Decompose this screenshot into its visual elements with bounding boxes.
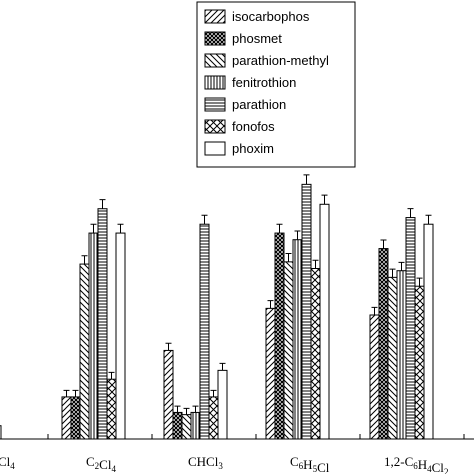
legend-swatch-phoxim <box>204 141 226 156</box>
error-bar-fenitrothion-1-2-c6h4cl2 <box>398 261 405 271</box>
bar-isocarbophos-chcl3 <box>163 349 174 440</box>
error-bar-phoxim-c6h5cl <box>321 194 328 205</box>
bar-parathion-methyl-c6h5cl <box>283 261 294 440</box>
legend-swatch-phosmet <box>204 31 226 46</box>
error-bar-parathion-chcl3 <box>201 214 208 225</box>
error-bar-parathion-methyl-c2cl4 <box>81 255 88 265</box>
error-bar-phosmet-chcl3 <box>174 405 181 413</box>
legend-label-fenitrothion: fenitrothion <box>232 75 296 90</box>
bar-parathion-methyl-chcl3 <box>181 414 192 440</box>
legend-label-phosmet: phosmet <box>232 31 282 46</box>
error-bar-phoxim-1-2-c6h4cl2 <box>425 214 432 225</box>
bar-parathion-c2cl4 <box>97 208 108 440</box>
bar-groups <box>0 174 434 440</box>
bar-fenitrothion-c6h5cl <box>292 239 303 440</box>
bar-phoxim-chcl3 <box>217 369 228 440</box>
bar-parathion-c6h5cl <box>301 183 312 440</box>
bar-phoxim-ccl4 <box>0 425 2 440</box>
error-bar-parathion-methyl-chcl3 <box>183 407 190 415</box>
error-bar-fonofos-chcl3 <box>210 389 217 397</box>
legend-label-parathion-methyl: parathion-methyl <box>232 53 329 68</box>
error-bar-fonofos-c2cl4 <box>108 371 115 380</box>
bar-isocarbophos-1-2-c6h4cl2 <box>369 314 380 440</box>
bar-phosmet-chcl3 <box>172 411 183 440</box>
error-bar-isocarbophos-c6h5cl <box>267 300 274 309</box>
bar-group-c6h5cl <box>265 174 330 440</box>
error-bar-isocarbophos-1-2-c6h4cl2 <box>371 306 378 315</box>
bar-fenitrothion-c2cl4 <box>88 232 99 440</box>
bar-parathion-chcl3 <box>199 223 210 440</box>
bar-fenitrothion-chcl3 <box>190 411 201 440</box>
legend-label-parathion: parathion <box>232 97 286 112</box>
bar-phoxim-c2cl4 <box>115 232 126 440</box>
category-label-ccl4: Cl4 <box>0 454 15 471</box>
bar-fenitrothion-1-2-c6h4cl2 <box>396 270 407 440</box>
bar-group-chcl3 <box>163 214 228 440</box>
legend-label-phoxim: phoxim <box>232 141 274 156</box>
error-bar-fenitrothion-c2cl4 <box>90 223 97 234</box>
legend-label-fonofos: fonofos <box>232 119 275 134</box>
bar-isocarbophos-c2cl4 <box>61 396 72 440</box>
error-bar-phoxim-chcl3 <box>219 362 226 371</box>
error-bar-parathion-1-2-c6h4cl2 <box>407 208 414 218</box>
bar-fonofos-c2cl4 <box>106 378 117 440</box>
error-bar-parathion-c6h5cl <box>303 174 310 185</box>
legend-swatch-parathion-methyl <box>204 53 226 68</box>
x-axis-ticks <box>47 434 465 439</box>
error-bar-parathion-methyl-1-2-c6h4cl2 <box>389 268 396 278</box>
bar-group-1-2-c6h4cl2 <box>369 208 434 440</box>
bar-phoxim-1-2-c6h4cl2 <box>423 223 434 440</box>
bar-phosmet-c6h5cl <box>274 232 285 440</box>
legend-swatch-isocarbophos <box>204 9 226 24</box>
category-label-chcl3: CHCl3 <box>188 454 223 471</box>
error-bar-phoxim-c2cl4 <box>117 223 124 234</box>
legend: isocarbophos phosmet parathion-methyl fenit… <box>196 1 356 168</box>
error-bar-isocarbophos-chcl3 <box>165 342 172 351</box>
error-bar-fonofos-1-2-c6h4cl2 <box>416 277 423 287</box>
error-bar-parathion-c2cl4 <box>99 199 106 209</box>
error-bar-phosmet-c2cl4 <box>72 389 79 397</box>
legend-label-isocarbophos: isocarbophos <box>232 9 310 24</box>
bar-isocarbophos-c6h5cl <box>265 307 276 440</box>
bar-parathion-1-2-c6h4cl2 <box>405 217 416 440</box>
legend-swatch-fenitrothion <box>204 75 226 90</box>
legend-swatch-parathion <box>204 97 226 112</box>
bar-parathion-methyl-1-2-c6h4cl2 <box>387 276 398 440</box>
bar-fonofos-c6h5cl <box>310 268 321 440</box>
error-bar-fenitrothion-chcl3 <box>192 405 199 413</box>
category-label-c6h5cl: C6H5Cl <box>290 454 330 474</box>
error-bar-fenitrothion-c6h5cl <box>294 230 301 240</box>
category-label-c2cl4: C2Cl4 <box>86 454 116 474</box>
bar-phosmet-1-2-c6h4cl2 <box>378 248 389 440</box>
bar-fonofos-1-2-c6h4cl2 <box>414 285 425 440</box>
legend-swatch-fonofos <box>204 119 226 134</box>
bar-parathion-methyl-c2cl4 <box>79 263 90 440</box>
category-label-1-2-c6h4cl2: 1,2-C6H4Cl2 <box>384 454 448 474</box>
bar-phoxim-c6h5cl <box>319 203 330 440</box>
bar-group-c2cl4 <box>61 199 126 440</box>
bar-phosmet-c2cl4 <box>70 396 81 440</box>
error-bar-isocarbophos-c2cl4 <box>63 389 70 397</box>
error-bar-parathion-methyl-c6h5cl <box>285 252 292 262</box>
error-bar-fonofos-c6h5cl <box>312 259 319 269</box>
category-labels: Cl4 C2Cl4 CHCl3 C6H5Cl 1,2-C6H4Cl2 <box>0 454 448 474</box>
bar-fonofos-chcl3 <box>208 396 219 440</box>
error-bar-phosmet-1-2-c6h4cl2 <box>380 239 387 249</box>
bar-group-ccl4 <box>0 425 2 440</box>
error-bar-phosmet-c6h5cl <box>276 223 283 234</box>
